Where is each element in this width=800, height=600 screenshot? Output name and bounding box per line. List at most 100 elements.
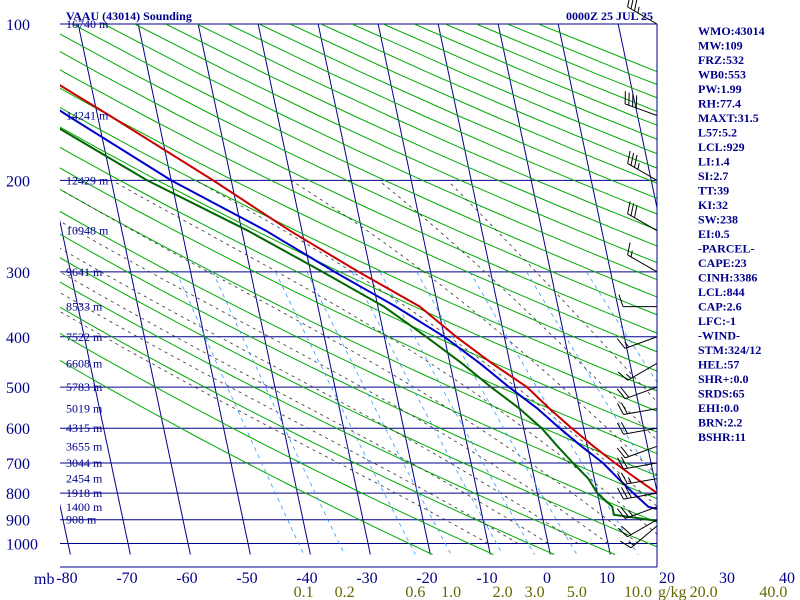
wind-barb-staff	[627, 6, 658, 25]
moist-adiabat-line	[60, 292, 519, 544]
mixing-ratio-axis: 0.1 0.2 0.6 1.0 2.0 3.0 5.0 10.0 20.0 40.0	[294, 584, 788, 600]
mixing-ratio-line	[416, 271, 578, 555]
height-label: 3044 m	[66, 456, 103, 470]
wind-barb-half-feather	[624, 341, 630, 348]
wind-barb	[616, 386, 658, 400]
pressure-tick-label: 400	[6, 330, 30, 347]
stability-index-text: HEL:57	[698, 358, 739, 372]
dry-adiabat-line	[60, 69, 657, 353]
moist-adiabat-line	[378, 180, 657, 441]
temperature-tick-label: -10	[476, 570, 497, 587]
wind-barb	[627, 201, 658, 232]
pressure-tick-label: 800	[6, 486, 30, 503]
stability-index-text: SI:2.7	[698, 169, 728, 183]
wind-barb-feather	[620, 472, 628, 485]
wind-barb-feather	[620, 402, 628, 415]
wind-barb-feather	[627, 201, 631, 214]
mixing-ratio-line	[526, 271, 657, 484]
wind-barb-feather	[616, 447, 626, 459]
temperature-tick-label: 0	[543, 570, 551, 587]
wind-barb	[616, 336, 658, 349]
temperature-profile-line	[60, 109, 657, 511]
pressure-tick-label: 600	[6, 421, 30, 438]
height-label: 1918 m	[66, 486, 103, 500]
stability-index-text: -PARCEL-	[698, 242, 754, 256]
pressure-tick-label: 100	[6, 17, 30, 34]
isotherm-line	[617, 24, 657, 211]
temperature-tick-label: 20	[659, 570, 675, 587]
wind-barb-staff	[627, 362, 658, 381]
wind-barb-staff	[623, 492, 658, 500]
mixing-ratio-unit-label: g/kg	[658, 584, 686, 600]
chart-title: VAAU (43014) Sounding	[66, 9, 192, 23]
wind-barb-staff	[623, 427, 658, 435]
wind-barbs	[616, 0, 658, 549]
isotherm-line	[738, 24, 800, 555]
wind-barb-feather	[627, 150, 631, 164]
stability-index-text: STM:324/12	[698, 343, 761, 357]
stability-index-text: LCL:844	[698, 285, 745, 299]
moist-adiabats	[60, 180, 657, 544]
wind-barb	[618, 294, 658, 308]
wind-barb-feather	[617, 457, 624, 470]
pressure-tick-label: 700	[6, 456, 30, 473]
height-label: 5783 m	[66, 380, 103, 394]
wind-barb-feather	[627, 0, 630, 8]
mixing-ratio-tick-label: 0.6	[405, 584, 425, 600]
wind-barb-staff	[623, 408, 658, 415]
wind-barb-staff	[630, 525, 658, 549]
wind-barb-half-feather	[628, 510, 633, 517]
wind-barb-feather	[630, 152, 635, 166]
dry-adiabat-line	[134, 24, 657, 264]
stability-index-text: WMO:43014	[698, 24, 765, 38]
height-label: 3655 m	[66, 439, 103, 453]
stability-index-text: SHR+:0.0	[698, 372, 749, 386]
isotherm-line	[60, 503, 71, 555]
temperature-tick-label: -40	[296, 570, 317, 587]
stability-index-text: LI:1.4	[698, 155, 730, 169]
wind-barb	[619, 525, 658, 549]
wind-barb-feather	[617, 403, 624, 415]
stability-index-text: CAP:2.6	[698, 300, 742, 314]
mixing-ratio-tick-label: 3.0	[525, 584, 545, 600]
dry-adiabat-line	[60, 167, 657, 455]
temperature-tick-label: -20	[416, 570, 437, 587]
wind-barb-feather	[619, 540, 632, 549]
wind-barb-feather	[617, 371, 628, 381]
stability-index-text: MW:109	[698, 39, 743, 53]
stability-index-text: KI:32	[698, 198, 728, 212]
temperature-tick-label: 40	[779, 570, 795, 587]
wind-barb-staff	[627, 213, 658, 232]
wind-barb-feather	[617, 487, 624, 500]
isotherm-line	[437, 24, 551, 555]
pressure-axis: 100 200 300 400 500 600 700 800 900 1000	[6, 17, 38, 554]
pressure-unit-label: mb	[34, 571, 54, 588]
pressure-tick-label: 300	[6, 265, 30, 282]
pressure-tick-label: 1000	[6, 537, 38, 554]
wind-barb	[616, 506, 658, 519]
temperature-tick-label: -80	[56, 570, 77, 587]
mixing-ratio-tick-label: 5.0	[567, 584, 587, 600]
dry-adiabat-line	[60, 87, 657, 372]
pressure-tick-label: 200	[6, 173, 30, 190]
wind-barb-staff	[623, 478, 658, 485]
stability-index-text: PW:1.99	[698, 82, 742, 96]
wind-barb-feather	[634, 0, 638, 12]
mixing-ratio-line	[275, 271, 416, 555]
mixing-ratio-tick-label: 1.0	[441, 584, 461, 600]
dry-adiabat-line	[60, 281, 616, 555]
temperature-tick-label: -50	[236, 570, 257, 587]
height-label: 10948 m	[66, 224, 109, 238]
wind-barb-feather	[620, 446, 630, 457]
moist-adiabat-line	[60, 220, 609, 544]
temperature-tick-label: 10	[599, 570, 615, 587]
wind-barb	[627, 150, 658, 181]
mixing-ratio-tick-label: 2.0	[493, 584, 513, 600]
wind-barb-staff	[627, 162, 658, 181]
stability-index-text: -WIND-	[698, 329, 740, 343]
wind-barb-feather	[617, 473, 624, 485]
parcel-profile-line	[60, 84, 657, 495]
dry-adiabat-line	[60, 210, 657, 500]
dry-adiabat-line	[60, 50, 657, 334]
